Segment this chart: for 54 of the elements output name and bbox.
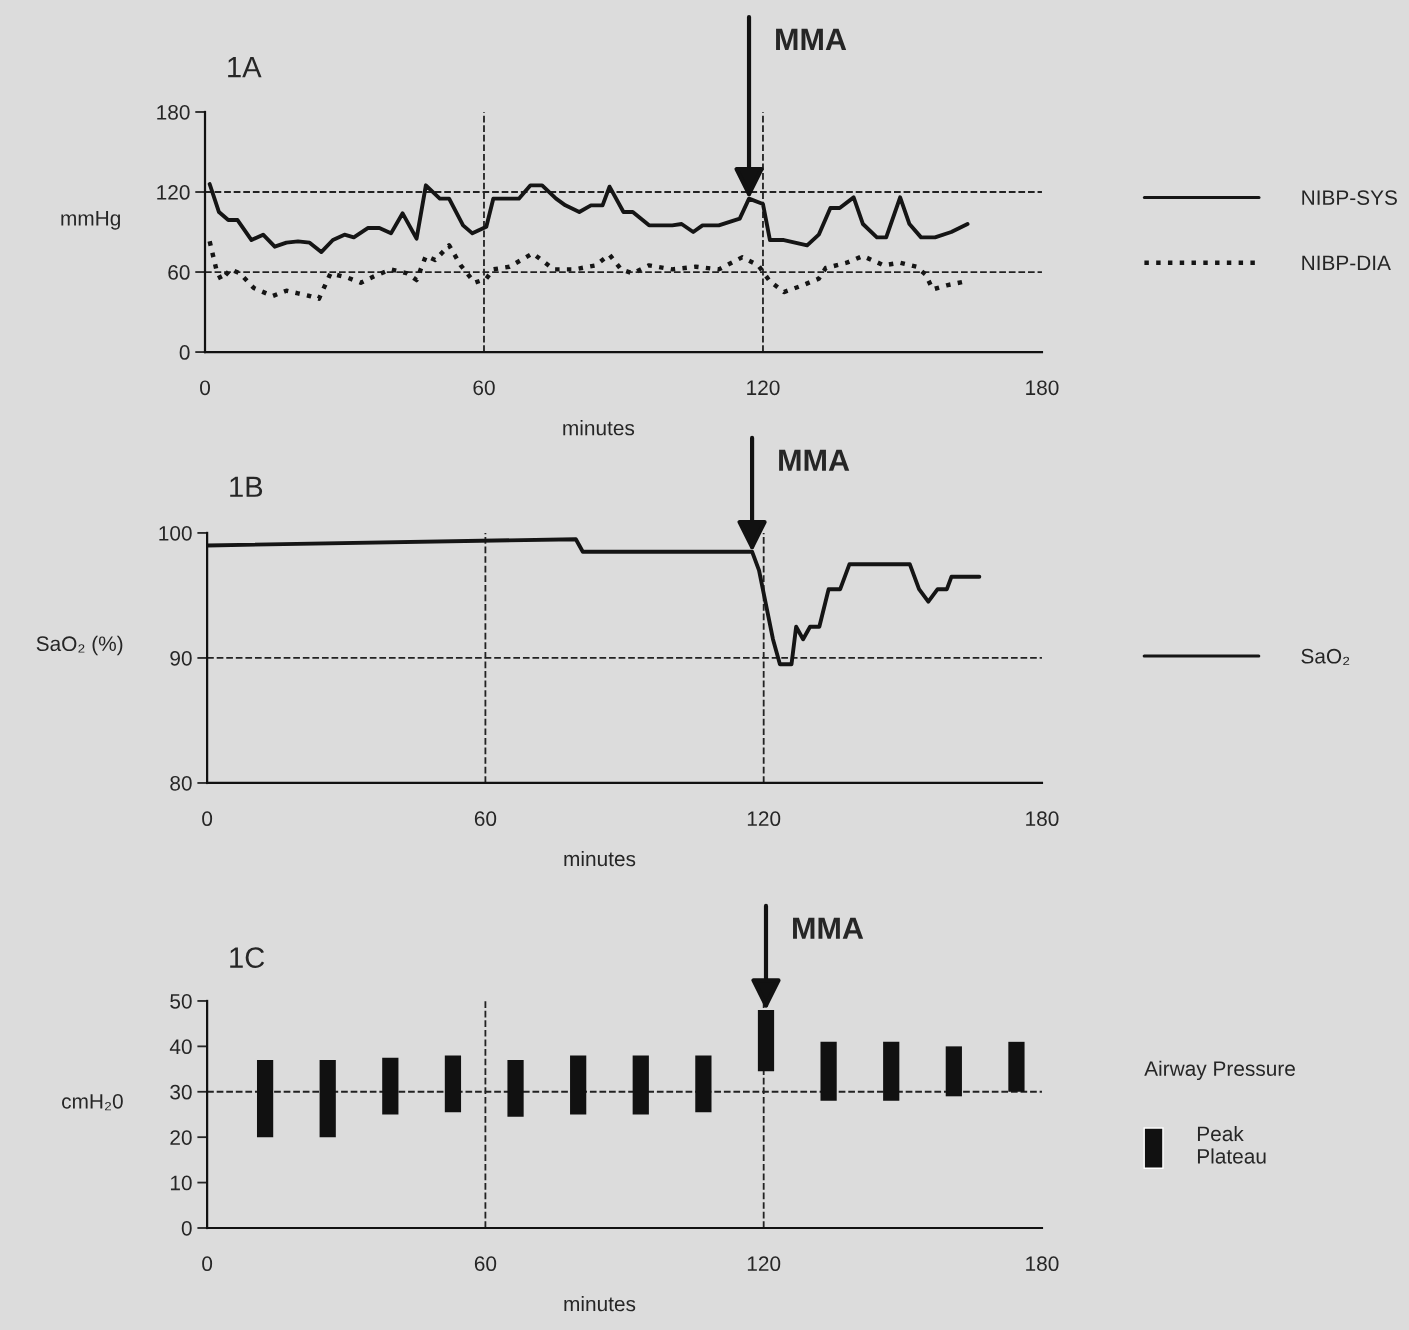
annotation: MMA bbox=[779, 449, 850, 471]
chart-title: 1B bbox=[230, 476, 263, 497]
bar bbox=[382, 1057, 399, 1115]
bar bbox=[695, 1055, 712, 1113]
x-axis-title: minutes bbox=[564, 850, 636, 867]
y-tick-label: 60 bbox=[168, 265, 190, 280]
bar bbox=[1008, 1041, 1025, 1092]
chart-title: 1C bbox=[230, 947, 265, 968]
x-tick-label: 120 bbox=[747, 811, 781, 827]
y-axis-title: mmHg bbox=[61, 211, 120, 230]
x-tick-label: 180 bbox=[1026, 811, 1059, 827]
x-tick-label: 120 bbox=[747, 1256, 781, 1272]
bar bbox=[319, 1059, 336, 1138]
legend-title: Airway Pressure bbox=[1144, 1060, 1295, 1081]
bar bbox=[632, 1055, 649, 1115]
bar bbox=[883, 1041, 900, 1101]
x-tick-label: 120 bbox=[747, 380, 780, 396]
y-tick-label: 30 bbox=[170, 1084, 192, 1100]
bar bbox=[570, 1055, 587, 1115]
legend-label: Peak Plateau bbox=[1197, 1125, 1266, 1164]
x-tick-label: 0 bbox=[202, 811, 213, 827]
x-axis-title: minutes bbox=[563, 420, 635, 436]
y-tick-label: 180 bbox=[157, 104, 190, 120]
y-tick-label: 90 bbox=[170, 650, 192, 666]
annotation: MMA bbox=[793, 917, 864, 939]
text: SaO₂ bbox=[1301, 648, 1350, 666]
bar bbox=[945, 1046, 962, 1097]
y-tick-label: 0 bbox=[181, 1220, 192, 1236]
y-tick-label: 0 bbox=[179, 345, 190, 360]
bar bbox=[444, 1055, 462, 1113]
y-tick-label: 120 bbox=[157, 185, 190, 200]
y-tick-label: 40 bbox=[169, 1039, 192, 1055]
bar bbox=[820, 1041, 837, 1101]
x-tick-label: 60 bbox=[474, 811, 497, 827]
chart-title: 1A bbox=[228, 57, 262, 78]
y-tick-label: 80 bbox=[170, 775, 192, 791]
y-axis-title: SaO₂ (%) bbox=[36, 635, 123, 656]
bar bbox=[256, 1059, 274, 1138]
y-tick-label: 10 bbox=[170, 1175, 192, 1191]
y-tick-label: 20 bbox=[170, 1130, 192, 1145]
x-tick-label: 0 bbox=[200, 380, 210, 396]
x-tick-label: 180 bbox=[1026, 380, 1059, 396]
y-tick-label: 100 bbox=[159, 525, 192, 541]
x-tick-label: 0 bbox=[202, 1256, 213, 1272]
annotation: MMA bbox=[776, 28, 847, 50]
x-tick-label: 60 bbox=[473, 380, 495, 396]
text: NIBP-DIA bbox=[1302, 255, 1391, 271]
y-tick-label: 50 bbox=[170, 993, 192, 1009]
y-axis-title: cmH₂0 bbox=[62, 1093, 123, 1111]
x-tick-label: 60 bbox=[474, 1256, 497, 1272]
x-axis-title: minutes bbox=[564, 1295, 636, 1312]
text: NIBP-SYS bbox=[1302, 190, 1397, 205]
x-tick-label: 180 bbox=[1026, 1256, 1059, 1272]
bar bbox=[507, 1059, 524, 1117]
